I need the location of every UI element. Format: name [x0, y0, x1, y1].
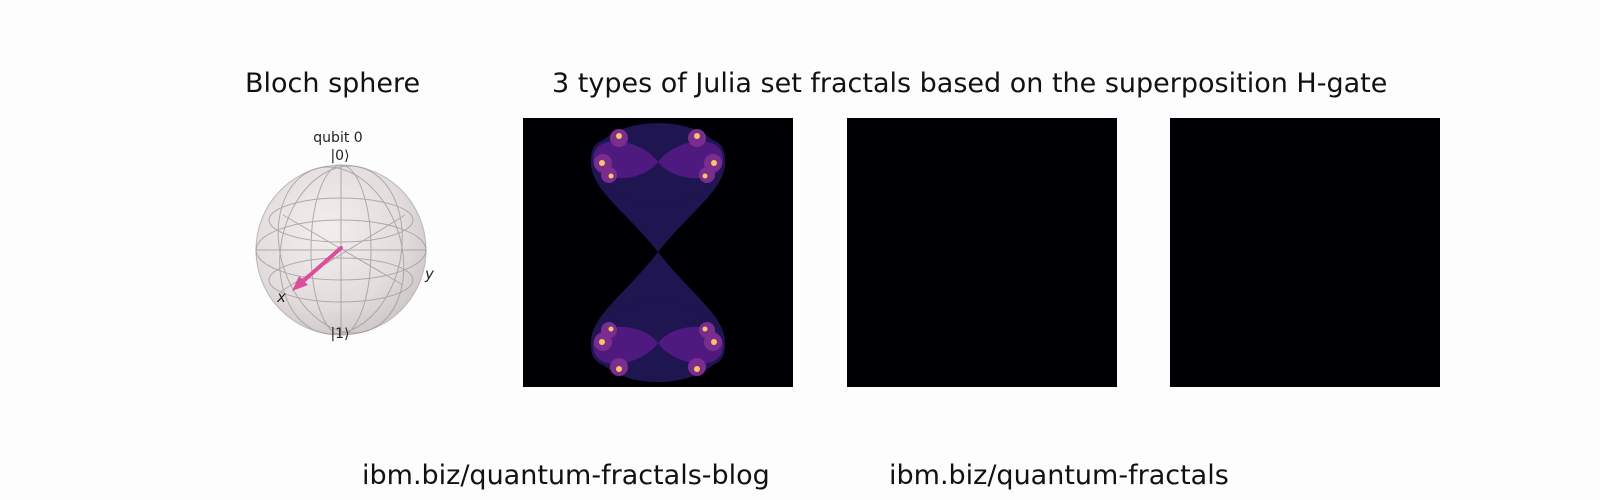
ket-zero-label: |0⟩ [330, 148, 349, 164]
julia-panel-1 [523, 118, 793, 387]
state-vector [299, 246, 343, 285]
x-axis-label: x [276, 288, 286, 306]
bloch-sphere-title: Bloch sphere [245, 68, 421, 99]
state-vector-arrowhead [292, 276, 308, 291]
qubit-label: qubit 0 [313, 130, 362, 146]
julia-panel-3 [1170, 118, 1440, 387]
bloch-sphere: qubit 0 |0⟩ x y |1⟩ [235, 120, 450, 355]
julia-panel-2 [847, 118, 1117, 387]
blog-link-text: ibm.biz/quantum-fractals-blog [362, 460, 770, 491]
repo-link-text: ibm.biz/quantum-fractals [889, 460, 1229, 491]
julia-fractal-image [590, 123, 726, 382]
bloch-sphere-graphic: qubit 0 |0⟩ x y |1⟩ [255, 130, 435, 342]
y-axis-label: y [424, 265, 435, 283]
julia-sets-title: 3 types of Julia set fractals based on t… [552, 68, 1388, 99]
ket-one-label: |1⟩ [330, 326, 349, 342]
fractal-bright-spots [599, 133, 717, 372]
